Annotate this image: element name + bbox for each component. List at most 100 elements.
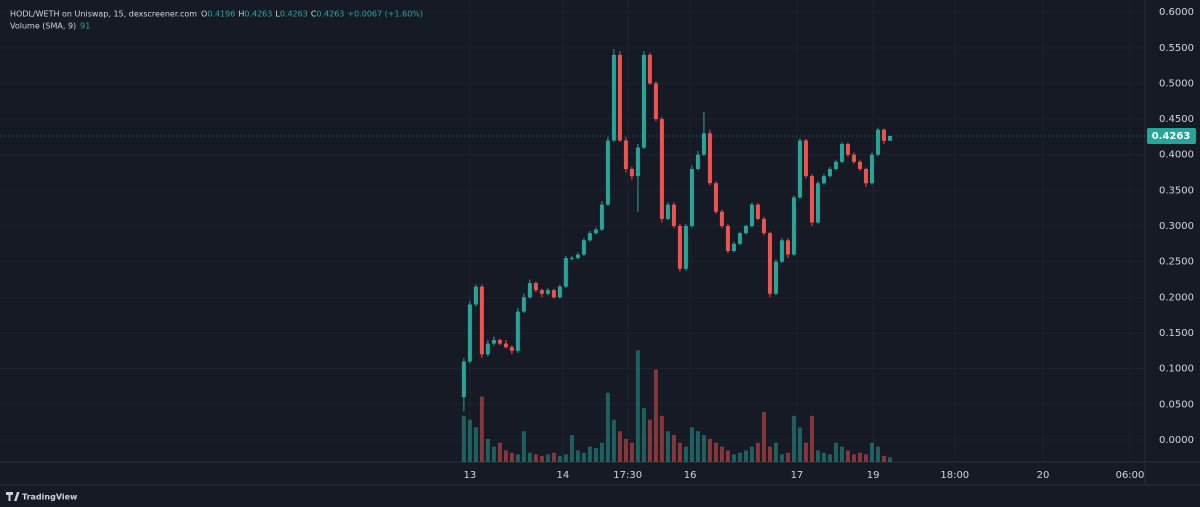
volume-bar — [461, 415, 466, 462]
candle-body — [575, 254, 580, 259]
volume-bar — [863, 454, 868, 462]
y-tick-label: 0.6000 — [1159, 7, 1194, 18]
volume-bar — [677, 442, 682, 462]
candle-body — [569, 258, 574, 260]
candle-body — [767, 233, 772, 294]
legend-text: 0.4263 — [244, 10, 272, 19]
candle-body — [563, 258, 568, 287]
volume-bar — [557, 455, 562, 462]
brand: TradingView — [22, 493, 78, 502]
candle-body — [623, 140, 628, 169]
candle-body — [695, 154, 700, 169]
y-tick-label: 0.0500 — [1159, 399, 1194, 410]
candle-body — [521, 297, 526, 312]
candle-body — [881, 129, 886, 141]
candle-body — [491, 340, 496, 344]
candle-body — [473, 286, 478, 305]
volume-bar — [875, 446, 880, 462]
candle-body — [467, 304, 472, 362]
candle-body — [545, 290, 550, 294]
volume-bar — [491, 446, 496, 462]
candle-body — [773, 261, 778, 294]
volume-bar — [617, 431, 622, 462]
candle-body — [833, 161, 838, 169]
candle-body — [791, 197, 796, 255]
volume-bar — [635, 350, 640, 462]
volume-bar — [791, 415, 796, 462]
candle-body — [755, 204, 760, 219]
candle-body — [539, 290, 544, 294]
candle-body — [497, 340, 502, 344]
candle-body — [641, 54, 646, 148]
candle-body — [515, 311, 520, 351]
candle-body — [797, 140, 802, 198]
volume-bar — [695, 431, 700, 462]
candle-body — [827, 168, 832, 177]
candle-body — [527, 283, 532, 298]
legend-text: C — [311, 10, 317, 19]
candle-body — [815, 183, 820, 223]
volume-bar — [641, 408, 646, 462]
volume-bar — [881, 455, 886, 462]
x-tick-label: 17:30 — [613, 470, 642, 481]
volume-legend-value: 91 — [80, 22, 90, 31]
legend-text: +0.0067 (+1.60%) — [347, 10, 423, 19]
candle-body — [533, 283, 538, 291]
volume-bar — [653, 369, 658, 462]
candle-body — [719, 211, 724, 227]
volume-bar — [527, 452, 532, 462]
x-tick-label: 19 — [867, 470, 880, 481]
volume-bar — [707, 438, 712, 462]
x-tick-label: 14 — [557, 470, 570, 481]
volume-bar — [659, 415, 664, 462]
volume-bar — [815, 450, 820, 462]
candle-body — [605, 140, 610, 205]
volume-bar — [587, 446, 592, 462]
volume-bar — [887, 457, 892, 462]
candle-body — [749, 204, 754, 227]
candle-body — [839, 144, 844, 162]
volume-bar — [581, 452, 586, 462]
volume-bar — [569, 435, 574, 462]
y-tick-label: 0.2000 — [1159, 292, 1194, 303]
x-tick-label: 16 — [684, 470, 697, 481]
candle-body — [665, 204, 670, 219]
volume-bar — [473, 427, 478, 462]
volume-bar — [467, 419, 472, 462]
volume-bar — [779, 454, 784, 462]
x-tick-label: 17 — [791, 470, 804, 481]
candle-body — [653, 83, 658, 120]
x-tick-label: 13 — [464, 470, 477, 481]
candle-body — [581, 240, 586, 255]
volume-bar — [833, 442, 838, 462]
volume-bar — [665, 431, 670, 462]
tradingview-logo[interactable]: TradingView — [6, 492, 78, 502]
volume-bar — [647, 419, 652, 462]
candle-body — [845, 144, 850, 155]
volume-bar — [545, 454, 550, 462]
candle-body — [761, 218, 766, 234]
volume-bar — [845, 450, 850, 462]
candle-body — [647, 54, 652, 84]
volume-bar — [515, 454, 520, 462]
candle-body — [821, 176, 826, 184]
volume-bar — [629, 442, 634, 462]
volume-bar — [755, 442, 760, 462]
candle-body — [803, 140, 808, 177]
volume-bar — [683, 446, 688, 462]
candle-body — [857, 161, 862, 169]
y-tick-label: 0.5000 — [1159, 78, 1194, 89]
candle-body — [743, 226, 748, 234]
volume-bar — [773, 442, 778, 462]
candle-body — [869, 154, 874, 184]
volume-bar — [521, 431, 526, 462]
candles — [461, 49, 892, 412]
candle-body — [863, 168, 868, 184]
volume-bar — [749, 446, 754, 462]
y-tick-label: 0.0000 — [1159, 435, 1194, 446]
y-tick-label: 0.2500 — [1159, 257, 1194, 268]
volume-bar — [701, 435, 706, 462]
volume-bar — [593, 448, 598, 462]
volume-bar — [539, 455, 544, 462]
candle-body — [689, 168, 694, 227]
